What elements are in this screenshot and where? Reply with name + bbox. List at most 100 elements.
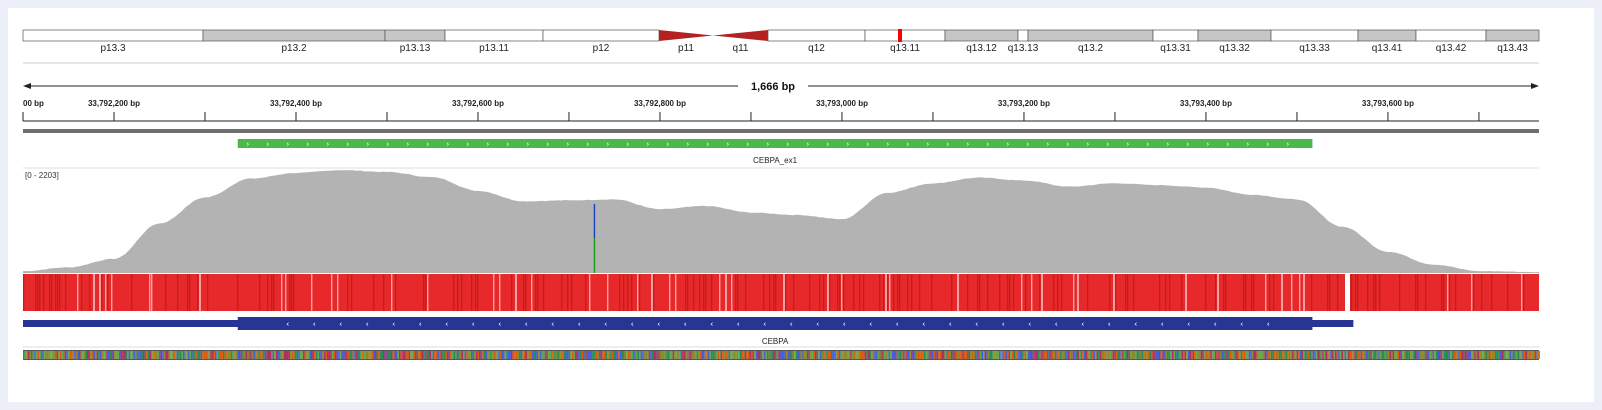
sequence-base [1426,351,1428,359]
sequence-base [368,351,371,359]
sequence-base [469,351,472,359]
sequence-base [64,351,67,359]
strand-arrow: ‹ [684,320,687,329]
sequence-base [472,351,475,359]
sequence-base [338,351,340,359]
sequence-base [864,351,867,359]
ideogram-band[interactable] [1485,29,1540,42]
sequence-base [277,351,280,359]
sequence-base [987,351,990,359]
sequence-base [1288,351,1291,359]
sequence-base [210,351,212,359]
sequence-base [955,351,958,359]
strand-arrow: › [386,140,389,149]
sequence-base [306,351,308,359]
sequence-base [599,351,601,359]
sequence-base [685,351,688,359]
sequence-base [1370,351,1372,359]
heatmap-stripe [823,274,825,311]
gene-exon[interactable] [237,317,1313,330]
sequence-base [744,351,747,359]
strand-arrow: ‹ [1108,320,1111,329]
sequence-base [397,351,400,359]
sequence-base [312,351,315,359]
sequence-base [1229,351,1232,359]
sequence-base [271,351,273,359]
coverage-area[interactable] [23,170,1539,273]
target-feature[interactable] [237,139,1313,148]
band-label: q13.12 [966,43,997,54]
sequence-base [629,351,632,359]
sequence-base [1533,351,1536,359]
sequence-base [1039,351,1041,359]
sequence-base [837,351,840,359]
heatmap-stripe [893,274,895,311]
sequence-base [123,351,126,359]
chromosome-ideogram[interactable]: p13.3 p13.2 p13.13 p13.11 p12 p11 q11 q12 q13.11… [8,8,1594,68]
sequence-base [861,351,864,359]
sequence-base [136,351,139,359]
sequence-base [1157,351,1160,359]
strand-arrow: › [246,140,249,149]
sequence-base [544,351,547,359]
sequence-base [717,351,720,359]
sequence-base [335,351,337,359]
sequence-base [1075,351,1078,359]
sequence-base [418,351,420,359]
heatmap-stripe [931,274,933,311]
sequence-base [911,351,913,359]
sequence-base [74,351,76,359]
sequence-base [1199,351,1201,359]
heatmap-stripe [1379,274,1381,311]
sequence-base [427,351,430,359]
sequence-base [1235,351,1238,359]
sequence-base [1303,351,1305,359]
sequence-base [664,351,667,359]
sequence-base [23,351,25,359]
strand-arrow: › [486,140,489,149]
sequence-base [370,351,372,359]
sequence-base [87,351,89,359]
sequence-base [1165,351,1168,359]
heatmap-stripe [391,274,393,311]
sequence-base [189,351,192,359]
sequence-base [1461,351,1464,359]
sequence-base [375,351,377,359]
sequence-base [1275,351,1278,359]
sequence-base [1360,351,1363,359]
heatmap-gap [1344,274,1350,311]
sequence-base [538,351,540,359]
sequence-base [376,351,379,359]
sequence-base [1231,351,1233,359]
sequence-base [679,351,681,359]
sequence-base [491,351,494,359]
methylation-heatmap[interactable] [23,274,1539,311]
strand-arrow: › [1166,140,1169,149]
sequence-base [576,351,579,359]
sequence-base [227,351,230,359]
sequence-base [952,351,955,359]
sequence-base [1091,351,1094,359]
heatmap-stripe [1507,274,1509,311]
sequence-base [315,351,318,359]
reference-sequence[interactable] [23,351,1540,359]
sequence-base [1115,351,1118,359]
sequence-base [1149,351,1152,359]
sequence-base [496,351,499,359]
sequence-base [931,351,934,359]
sequence-base [317,351,320,359]
heatmap-stripe [1291,274,1293,311]
sequence-base [1352,351,1355,359]
sequence-base [847,351,849,359]
heatmap-stripe [785,274,787,311]
sequence-base [624,351,627,359]
sequence-base [365,351,368,359]
sequence-base [485,351,488,359]
sequence-base [421,351,424,359]
sequence-base [1018,351,1020,359]
sequence-base [770,351,772,359]
sequence-base [706,351,708,359]
sequence-base [1074,351,1076,359]
sequence-base [95,351,97,359]
heatmap-stripe [101,274,103,311]
